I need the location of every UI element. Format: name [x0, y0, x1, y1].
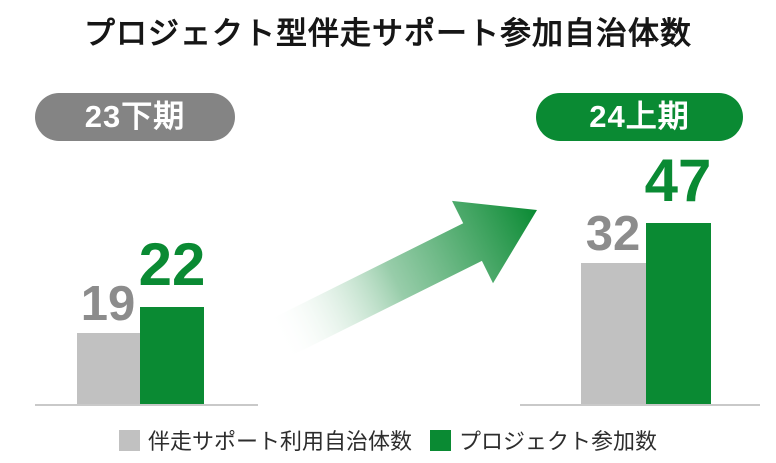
bar-support-24h1	[581, 263, 646, 405]
legend-label-project: プロジェクト参加数	[459, 429, 658, 454]
chart-title: プロジェクト型伴走サポート参加自治体数	[84, 16, 692, 51]
legend-label-support: 伴走サポート利用自治体数	[147, 429, 412, 454]
legend: 伴走サポート利用自治体数 プロジェクト参加数	[0, 428, 776, 454]
value-label-support-24h1: 32	[585, 207, 641, 261]
period-badge-23-second-half: 23下期	[35, 93, 235, 141]
legend-swatch-gray-icon	[118, 429, 140, 451]
legend-item-support: 伴走サポート利用自治体数	[118, 424, 412, 456]
axis-baseline-left	[35, 404, 258, 406]
axis-baseline-right	[520, 404, 760, 406]
period-badge-24-first-half: 24上期	[536, 93, 743, 141]
legend-item-project: プロジェクト参加数	[430, 424, 657, 456]
value-label-project-24h1: 47	[644, 147, 712, 214]
bar-project-23h2	[140, 307, 204, 405]
legend-swatch-green-icon	[430, 429, 451, 451]
bar-support-23h2	[77, 333, 140, 405]
value-label-support-23h2: 19	[80, 277, 136, 331]
value-label-project-23h2: 22	[138, 231, 206, 298]
growth-arrow-icon	[270, 200, 537, 357]
bar-project-24h1	[646, 223, 711, 405]
